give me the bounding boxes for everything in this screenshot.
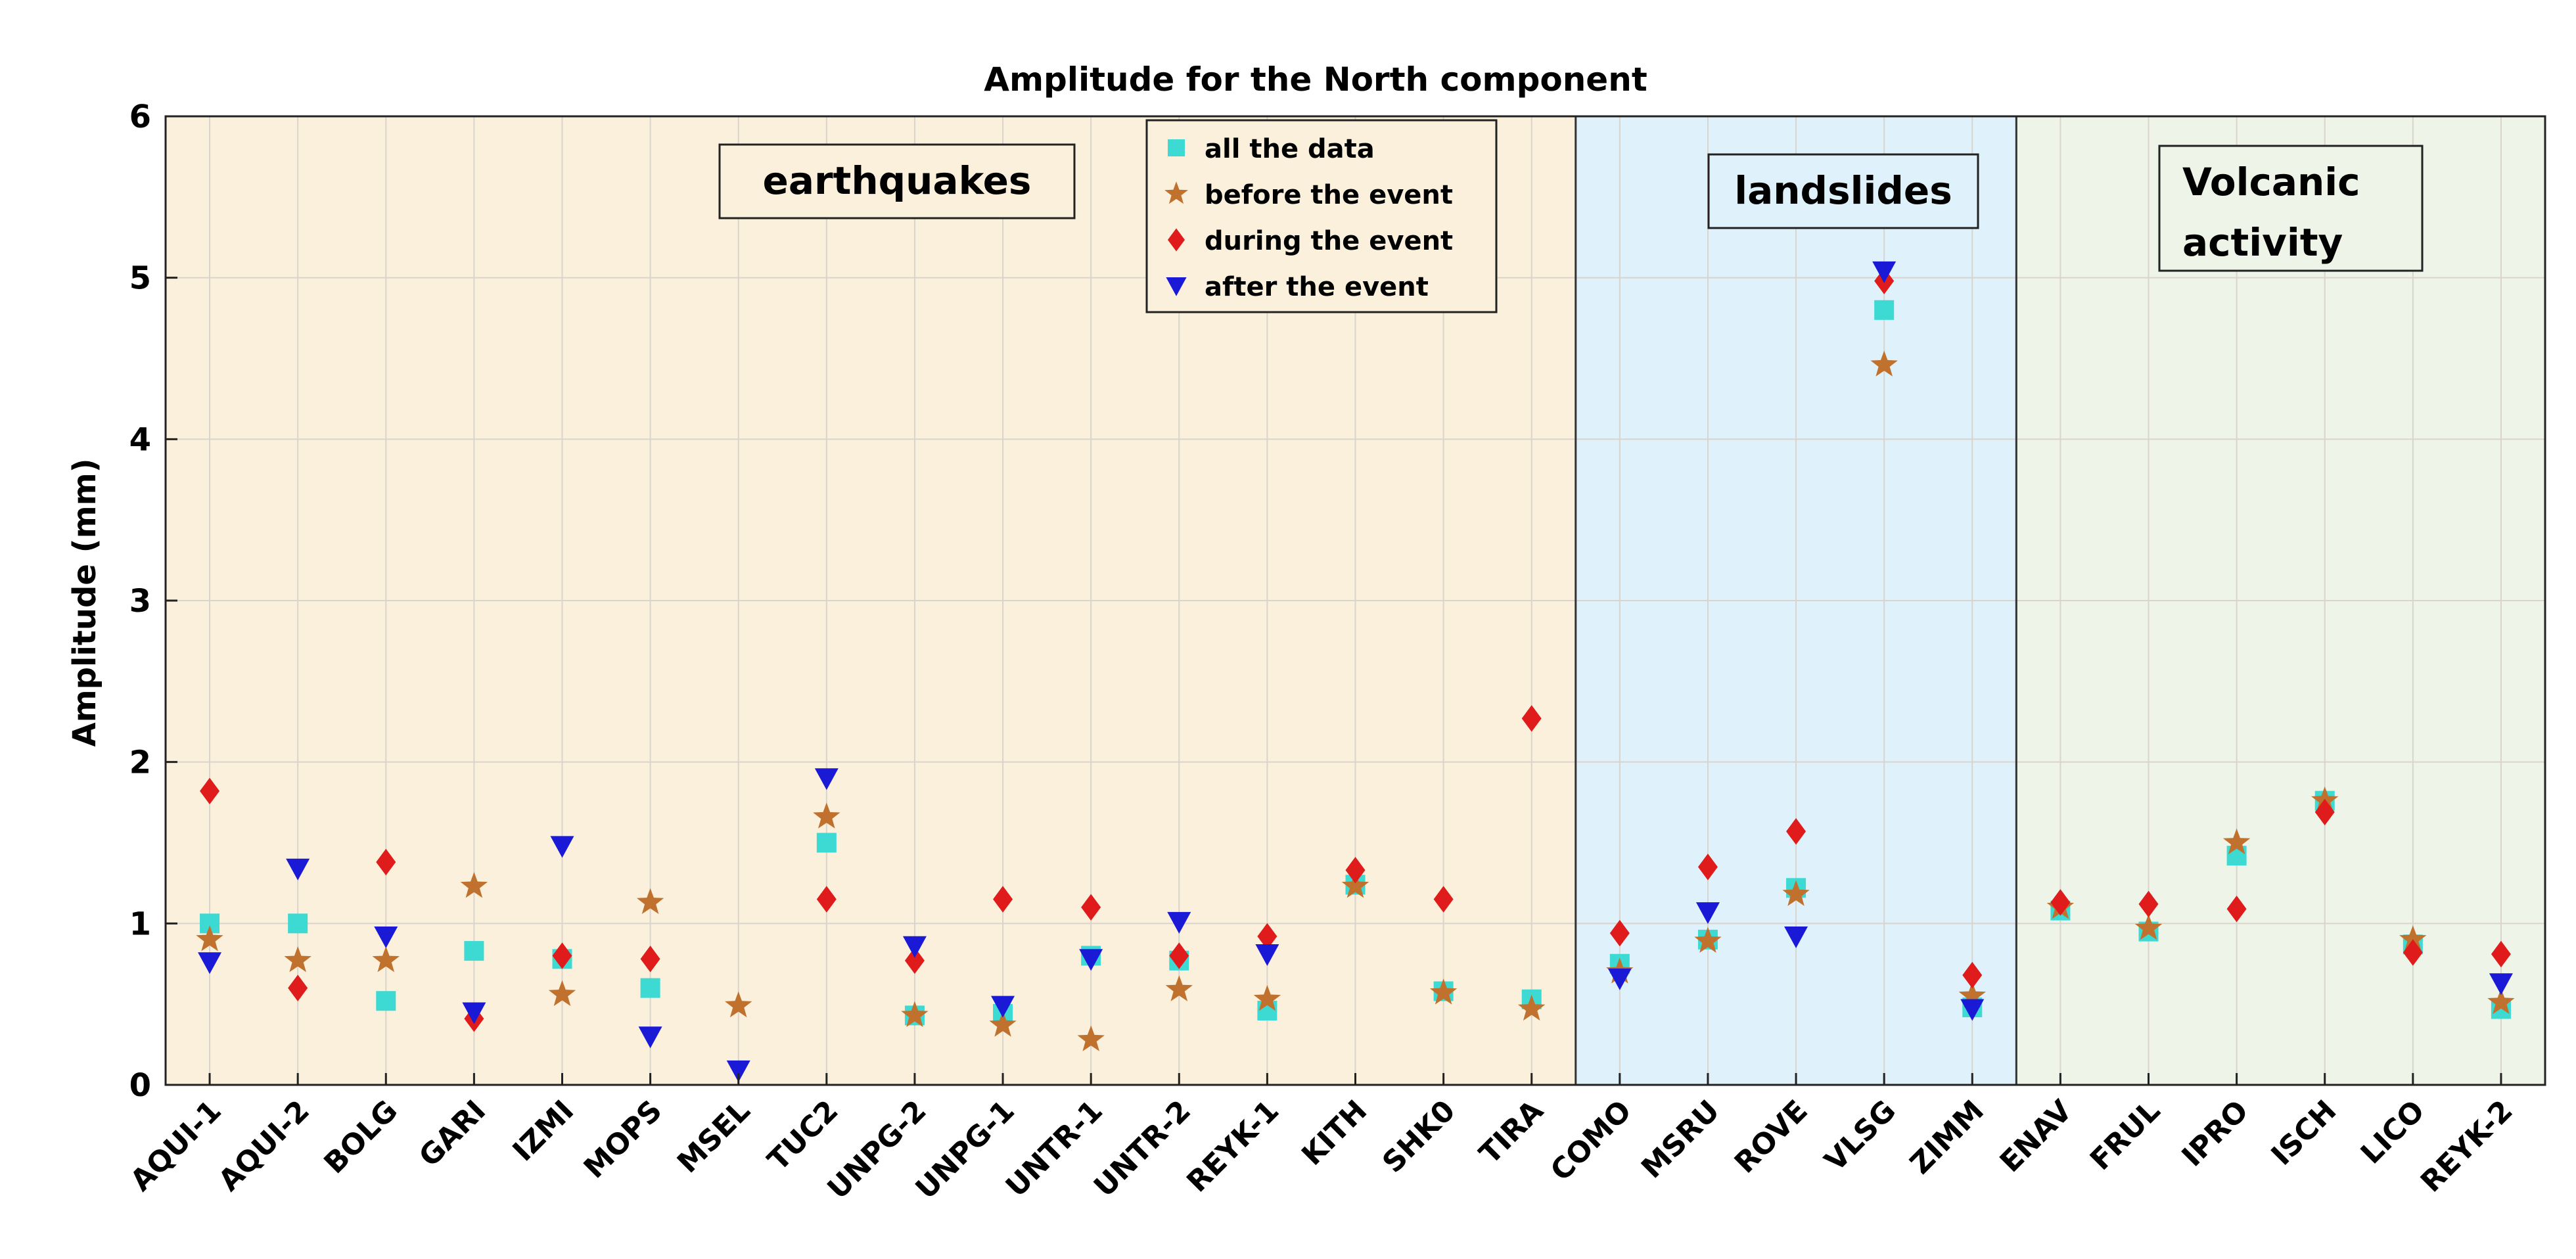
x-tick-label-vlsg: VLSG	[1818, 1094, 1902, 1178]
y-tick-label: 3	[129, 583, 151, 620]
x-tick-label-reyk-1: REYK-1	[1180, 1094, 1285, 1199]
x-tick-label-untr-1: UNTR-1	[1000, 1094, 1109, 1204]
chart-svg: earthquakes landslides Volcanic activity 0 1…	[0, 0, 2576, 1256]
legend-label-before-the-event: before the event	[1205, 180, 1453, 210]
x-tick-label-aqui-1: AQUI-1	[124, 1094, 228, 1198]
point-all-the-data-tuc2	[817, 833, 837, 853]
x-tick-label-aqui-2: AQUI-2	[212, 1094, 316, 1198]
region-earthquakes-label: earthquakes	[763, 158, 1032, 203]
point-all-the-data-vlsg	[1874, 300, 1894, 320]
point-all-the-data-bolg	[376, 991, 396, 1011]
point-all-the-data-mops	[641, 978, 660, 998]
y-tick-label: 2	[129, 744, 151, 781]
point-all-the-data-aqui-2	[288, 913, 308, 933]
x-tick-label-gari: GARI	[413, 1094, 492, 1174]
x-tick-label-tira: TIRA	[1473, 1094, 1550, 1171]
x-tick-label-lico: LICO	[2355, 1094, 2431, 1171]
x-tick-label-msru: MSRU	[1635, 1094, 1726, 1185]
x-tick-label-msel: MSEL	[671, 1094, 757, 1180]
y-tick-label: 5	[129, 260, 151, 297]
x-tick-label-mops: MOPS	[578, 1094, 669, 1185]
region-landslides-label: landslides	[1734, 168, 1952, 213]
x-tick-label-bolg: BOLG	[317, 1094, 404, 1181]
chart: earthquakes landslides Volcanic activity 0 1…	[0, 0, 2576, 1256]
x-tick-label-untr-2: UNTR-2	[1088, 1094, 1197, 1204]
x-tick-label-frul: FRUL	[2084, 1094, 2167, 1177]
x-tick-label-zimm: ZIMM	[1904, 1094, 1990, 1181]
x-tick-label-kith: KITH	[1295, 1094, 1373, 1172]
x-tick-label-rove: ROVE	[1728, 1094, 1814, 1180]
x-tick-label-como: COMO	[1544, 1094, 1638, 1188]
legend-marker-all-the-data	[1168, 139, 1185, 156]
x-tick-label-shk0: SHK0	[1376, 1094, 1461, 1179]
y-tick-label: 6	[129, 99, 151, 135]
legend-label-all-the-data: all the data	[1205, 134, 1375, 164]
legend-label-after-the-event: after the event	[1205, 272, 1429, 302]
y-tick-label: 4	[129, 421, 151, 458]
point-all-the-data-gari	[464, 941, 484, 961]
y-axis-label: Amplitude (mm)	[66, 458, 103, 746]
region-volcanic-label: Volcanic	[2182, 160, 2360, 204]
x-tick-label-enav: ENAV	[1994, 1094, 2079, 1179]
legend-layer: all the data before the event during the e…	[1147, 120, 1496, 312]
legend-label-during-the-event: during the event	[1205, 226, 1453, 256]
x-tick-label-ipro: IPRO	[2176, 1094, 2255, 1174]
x-tick-label-reyk-2: REYK-2	[2414, 1094, 2519, 1199]
x-tick-label-isch: ISCH	[2265, 1094, 2343, 1172]
region-volcanic-label: activity	[2182, 220, 2343, 265]
y-tick-label: 0	[129, 1067, 151, 1104]
point-all-the-data-ipro	[2227, 846, 2247, 865]
x-tick-label-tuc2: TUC2	[762, 1094, 845, 1178]
chart-title: Amplitude for the North component	[984, 60, 1647, 99]
y-tick-label: 1	[129, 905, 151, 942]
x-tick-label-izmi: IZMI	[507, 1094, 581, 1168]
